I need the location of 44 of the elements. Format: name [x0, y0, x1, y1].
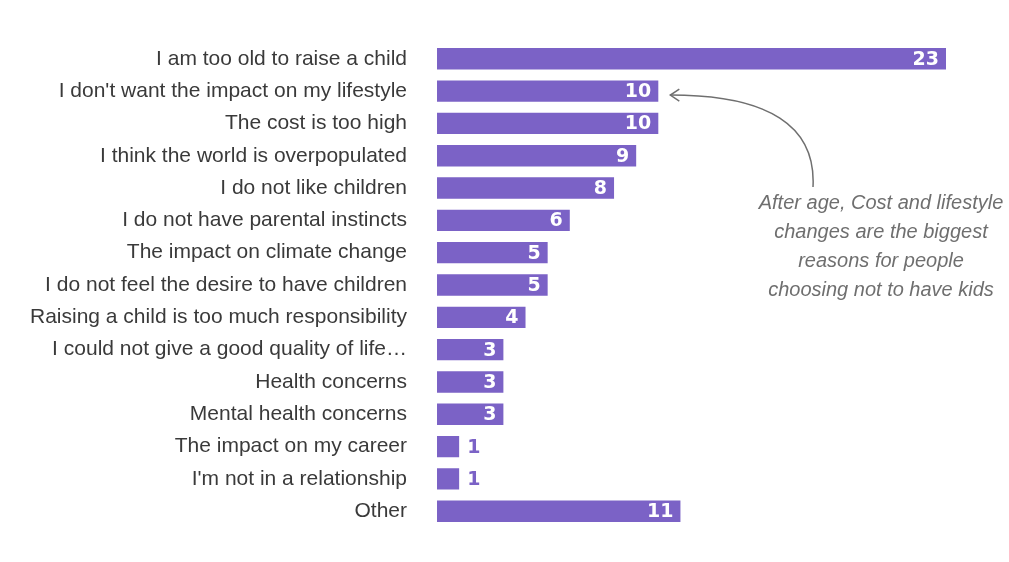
data-label: 4 [505, 305, 519, 328]
bar [437, 80, 659, 102]
bar [437, 500, 681, 522]
bar [437, 242, 548, 264]
bar [437, 306, 526, 328]
data-label: 5 [527, 240, 541, 263]
data-label: 1 [467, 466, 481, 489]
y-tick-label: The impact on my career [174, 433, 408, 457]
data-label: 11 [646, 499, 674, 522]
y-tick-label: I don't want the impact on my lifestyle [58, 77, 408, 101]
data-label: 5 [527, 272, 541, 295]
bar [437, 371, 504, 393]
bar [437, 177, 615, 199]
data-label: 3 [483, 369, 497, 392]
y-tick-label: I am too old to raise a child [156, 45, 408, 69]
data-label: 9 [615, 143, 630, 166]
y-tick-label: Health concerns [255, 368, 408, 392]
bar [437, 145, 637, 167]
data-label: 8 [593, 175, 608, 198]
data-label: 1 [467, 434, 481, 457]
y-tick-label: I do not feel the desire to have children [45, 271, 408, 295]
bar [437, 435, 460, 458]
bar [437, 468, 460, 490]
y-tick-label: I think the world is overpopulated [99, 142, 408, 166]
y-tick-label: Other [354, 498, 408, 522]
data-label: 3 [483, 402, 497, 425]
bar [437, 112, 659, 135]
y-tick-label: Raising a child is too much responsibility [29, 304, 408, 328]
y-tick-label: Mental health concerns [189, 401, 408, 425]
y-tick-label: The impact on climate change [126, 239, 408, 263]
bar [437, 48, 946, 70]
y-tick-label: I do not like children [220, 174, 408, 198]
data-label: 10 [624, 111, 652, 134]
bar [437, 209, 570, 232]
data-label: 3 [483, 337, 497, 360]
annotation: After age, Cost and lifestyle changes are the biggest reasons for people choosing not to have kids [757, 190, 1004, 300]
data-label: 23 [912, 46, 939, 69]
y-tick-label: I do not have parental instincts [122, 207, 408, 231]
y-tick-label: I could not give a good quality of life… [52, 336, 408, 360]
data-label: 10 [624, 79, 652, 102]
y-tick-label: I'm not in a relationship [191, 465, 408, 489]
data-label: 6 [549, 208, 563, 231]
bar [437, 274, 548, 296]
y-tick-label: The cost is too high [224, 110, 408, 134]
